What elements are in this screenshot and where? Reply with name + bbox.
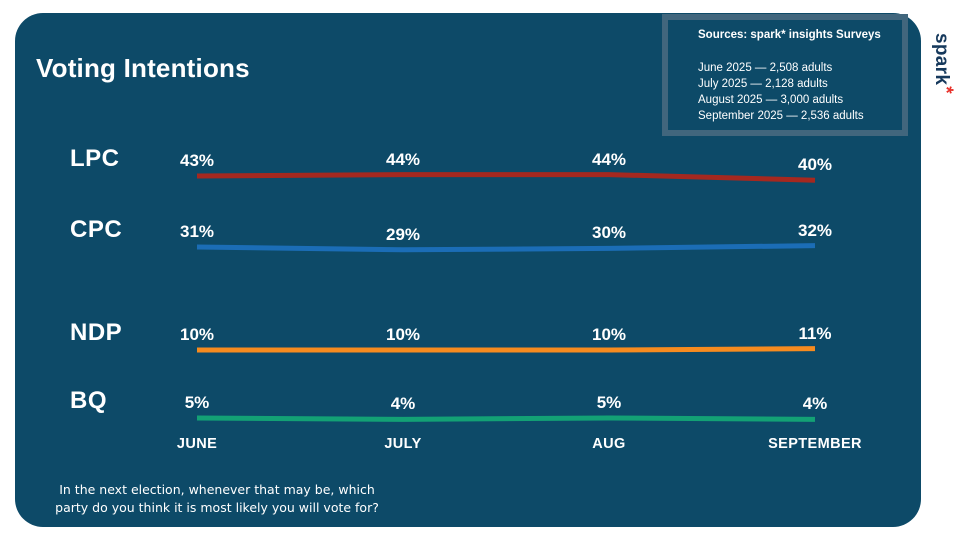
x-axis-label-september: SEPTEMBER [768, 436, 862, 452]
x-axis-label-july: JULY [384, 436, 422, 452]
data-label-ndp-july: 10% [385, 325, 421, 344]
sources-line-june: June 2025 — 2,508 adults [698, 62, 833, 74]
data-label-lpc-july: 44% [385, 149, 421, 169]
data-label-lpc-september: 40% [797, 155, 833, 175]
spark-logo: spark* [930, 33, 956, 94]
survey-question-line2: party do you think it is most likely you… [55, 500, 379, 515]
data-label-bq-september: 4% [802, 394, 828, 414]
sources-line-july: July 2025 — 2,128 adults [698, 78, 828, 90]
trend-line-ndp [197, 346, 816, 353]
series-label-bq: BQ [70, 387, 107, 414]
series-label-cpc: CPC [70, 216, 123, 243]
spark-logo-wordmark: spark [931, 33, 952, 86]
data-label-lpc-june: 43% [179, 151, 215, 170]
data-label-ndp-september: 11% [798, 323, 832, 343]
page-title: Voting Intentions [36, 53, 250, 83]
trend-line-cpc [196, 243, 816, 253]
slide-card: Voting Intentions Sources: spark* insigh… [15, 13, 921, 527]
data-label-bq-aug: 5% [596, 393, 622, 412]
data-label-cpc-june: 31% [179, 222, 215, 241]
voting-intentions-line-chart [196, 172, 816, 422]
sources-title: Sources: spark* insights Surveys [698, 29, 881, 41]
data-label-cpc-september: 32% [797, 220, 833, 240]
sources-line-september: September 2025 — 2,536 adults [698, 110, 864, 122]
sources-box: Sources: spark* insights Surveys June 20… [662, 14, 908, 136]
series-label-ndp: NDP [70, 319, 123, 346]
data-label-cpc-aug: 30% [591, 223, 627, 243]
x-axis-label-aug: AUG [592, 436, 626, 452]
survey-question: In the next election, whenever that may … [41, 481, 393, 517]
series-label-lpc: LPC [70, 145, 120, 172]
data-label-bq-july: 4% [390, 394, 416, 414]
data-label-cpc-july: 29% [385, 224, 421, 244]
data-label-lpc-aug: 44% [591, 149, 627, 169]
trend-line-lpc [196, 172, 816, 183]
sources-box-content: Sources: spark* insights Surveys June 20… [668, 20, 902, 130]
data-label-ndp-aug: 10% [591, 325, 627, 344]
trend-line-bq [196, 415, 816, 422]
data-label-ndp-june: 10% [179, 325, 215, 344]
data-label-bq-june: 5% [184, 393, 210, 412]
x-axis-label-june: JUNE [176, 436, 218, 452]
survey-question-line1: In the next election, whenever that may … [59, 482, 375, 497]
sources-line-august: August 2025 — 3,000 adults [698, 94, 844, 106]
spark-logo-asterisk-icon: * [935, 86, 956, 94]
